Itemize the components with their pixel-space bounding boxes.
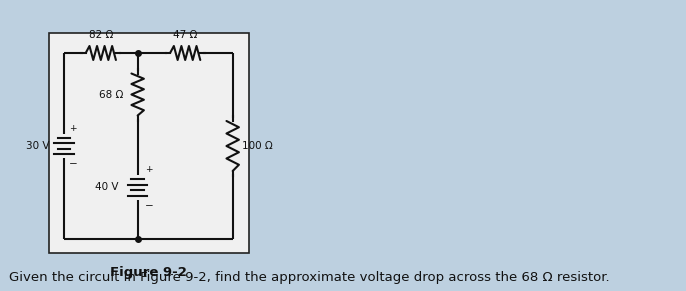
Text: −: −	[145, 200, 154, 210]
Text: 68 Ω: 68 Ω	[99, 90, 123, 100]
Text: +: +	[69, 124, 77, 133]
FancyBboxPatch shape	[49, 33, 249, 253]
Text: 30 V: 30 V	[26, 141, 50, 151]
Text: 40 V: 40 V	[95, 182, 118, 193]
Text: 100 Ω: 100 Ω	[241, 141, 272, 151]
Text: −: −	[69, 159, 78, 169]
Text: Given the circuit in Figure 9-2, find the approximate voltage drop across the 68: Given the circuit in Figure 9-2, find th…	[9, 272, 609, 285]
Text: +: +	[145, 166, 153, 175]
Text: Figure 9-2: Figure 9-2	[110, 266, 187, 279]
Text: 82 Ω: 82 Ω	[88, 30, 113, 40]
Text: 47 Ω: 47 Ω	[173, 30, 198, 40]
